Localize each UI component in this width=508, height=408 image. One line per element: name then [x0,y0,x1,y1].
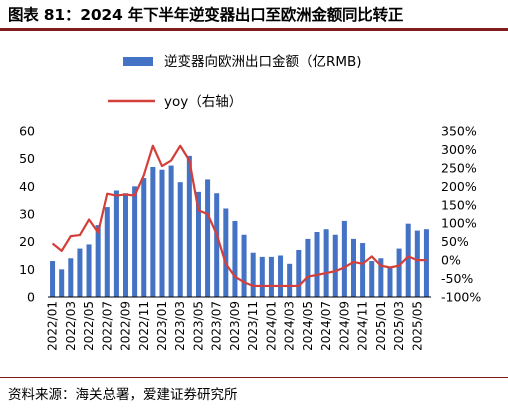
x-tick-label: 2024/05 [301,301,315,351]
bar [86,244,92,297]
bar [214,193,220,297]
bar [132,186,138,297]
bar [323,229,329,297]
bar [59,269,65,297]
bar [314,231,320,297]
x-tick-label: 2022/11 [137,301,151,351]
x-tick-label: 2023/07 [210,301,224,351]
bar [378,258,384,297]
right-axis-tick-label: 150% [441,197,477,212]
left-axis-tick-label: 20 [19,234,35,249]
bar [95,225,101,297]
right-axis-tick-label: 250% [441,160,477,175]
bar [396,248,402,297]
bar [168,165,174,297]
bar [423,229,429,297]
bar [268,256,274,297]
left-axis-tick-label: 0 [27,290,35,305]
x-tick-label: 2024/03 [283,301,297,351]
right-axis-tick-label: 100% [441,216,477,231]
bar [414,230,420,297]
bar [68,258,74,297]
bar [332,234,338,297]
bar [195,191,201,297]
bar [232,220,238,297]
bar [296,249,302,297]
bar [259,256,265,297]
bar [104,207,110,297]
left-axis-tick-label: 30 [19,207,35,222]
legend-line-label: yoy（右轴） [164,94,242,110]
x-tick-label: 2025/05 [410,301,424,351]
legend-bar-label: 逆变器向欧洲出口金额（亿RMB) [164,54,362,70]
right-axis-tick-label: 50% [441,234,469,249]
yoy-line [51,144,427,288]
bar [387,266,393,297]
bar [113,190,119,297]
left-axis-tick-label: 60 [19,124,35,139]
bar [50,261,56,297]
bar [123,193,129,297]
x-tick-label: 2022/09 [119,301,133,351]
bar [241,234,247,297]
x-tick-label: 2024/11 [356,301,370,351]
bar [141,178,147,297]
x-tick-label: 2024/09 [337,301,351,351]
x-tick-label: 2023/11 [246,301,260,351]
legend-bar-swatch [123,57,153,66]
x-tick-label: 2022/05 [82,301,96,351]
chart: 逆变器向欧洲出口金额（亿RMB) yoy（右轴） 0 10 20 30 40 50 60 -100… [19,54,481,351]
right-axis-tick-label: 350% [441,124,477,139]
bar [250,252,256,297]
bar [159,169,165,297]
left-axis-tick-label: 10 [19,262,35,277]
bar [223,208,229,297]
bar [350,238,356,297]
x-tick-label: 2023/09 [228,301,242,351]
bar [150,166,156,297]
left-axis-tick-label: 50 [19,151,35,166]
right-axis-tick-label: -100% [441,290,481,305]
bar [287,263,293,297]
x-tick-label: 2022/07 [100,301,114,351]
bar [186,155,192,297]
title-rule [0,28,508,31]
bar [177,182,183,297]
bar [77,248,83,297]
right-axis-tick-label: 300% [441,142,477,157]
bar [305,238,311,297]
bar [369,261,375,297]
right-axis-tick-label: 0% [441,253,461,268]
x-tick-label: 2023/01 [155,301,169,351]
bar [405,223,411,297]
source-rule [0,377,508,378]
bar [341,220,347,297]
bar [278,255,284,297]
x-tick-label: 2023/05 [191,301,205,351]
right-axis-tick-label: 200% [441,179,477,194]
x-tick-label: 2022/01 [46,301,60,351]
bar [360,243,366,297]
left-axis-tick-label: 40 [19,179,35,194]
bar [205,179,211,297]
x-tick-label: 2025/01 [374,301,388,351]
x-tick-label: 2023/03 [173,301,187,351]
x-tick-label: 2024/07 [319,301,333,351]
x-tick-label: 2024/01 [264,301,278,351]
source-note: 资料来源：海关总署，爱建证券研究所 [8,387,238,403]
chart-title: 图表 81：2024 年下半年逆变器出口至欧洲金额同比转正 [8,6,404,24]
x-tick-label: 2022/03 [64,301,78,351]
right-axis-tick-label: -50% [441,271,473,286]
x-tick-label: 2025/03 [392,301,406,351]
